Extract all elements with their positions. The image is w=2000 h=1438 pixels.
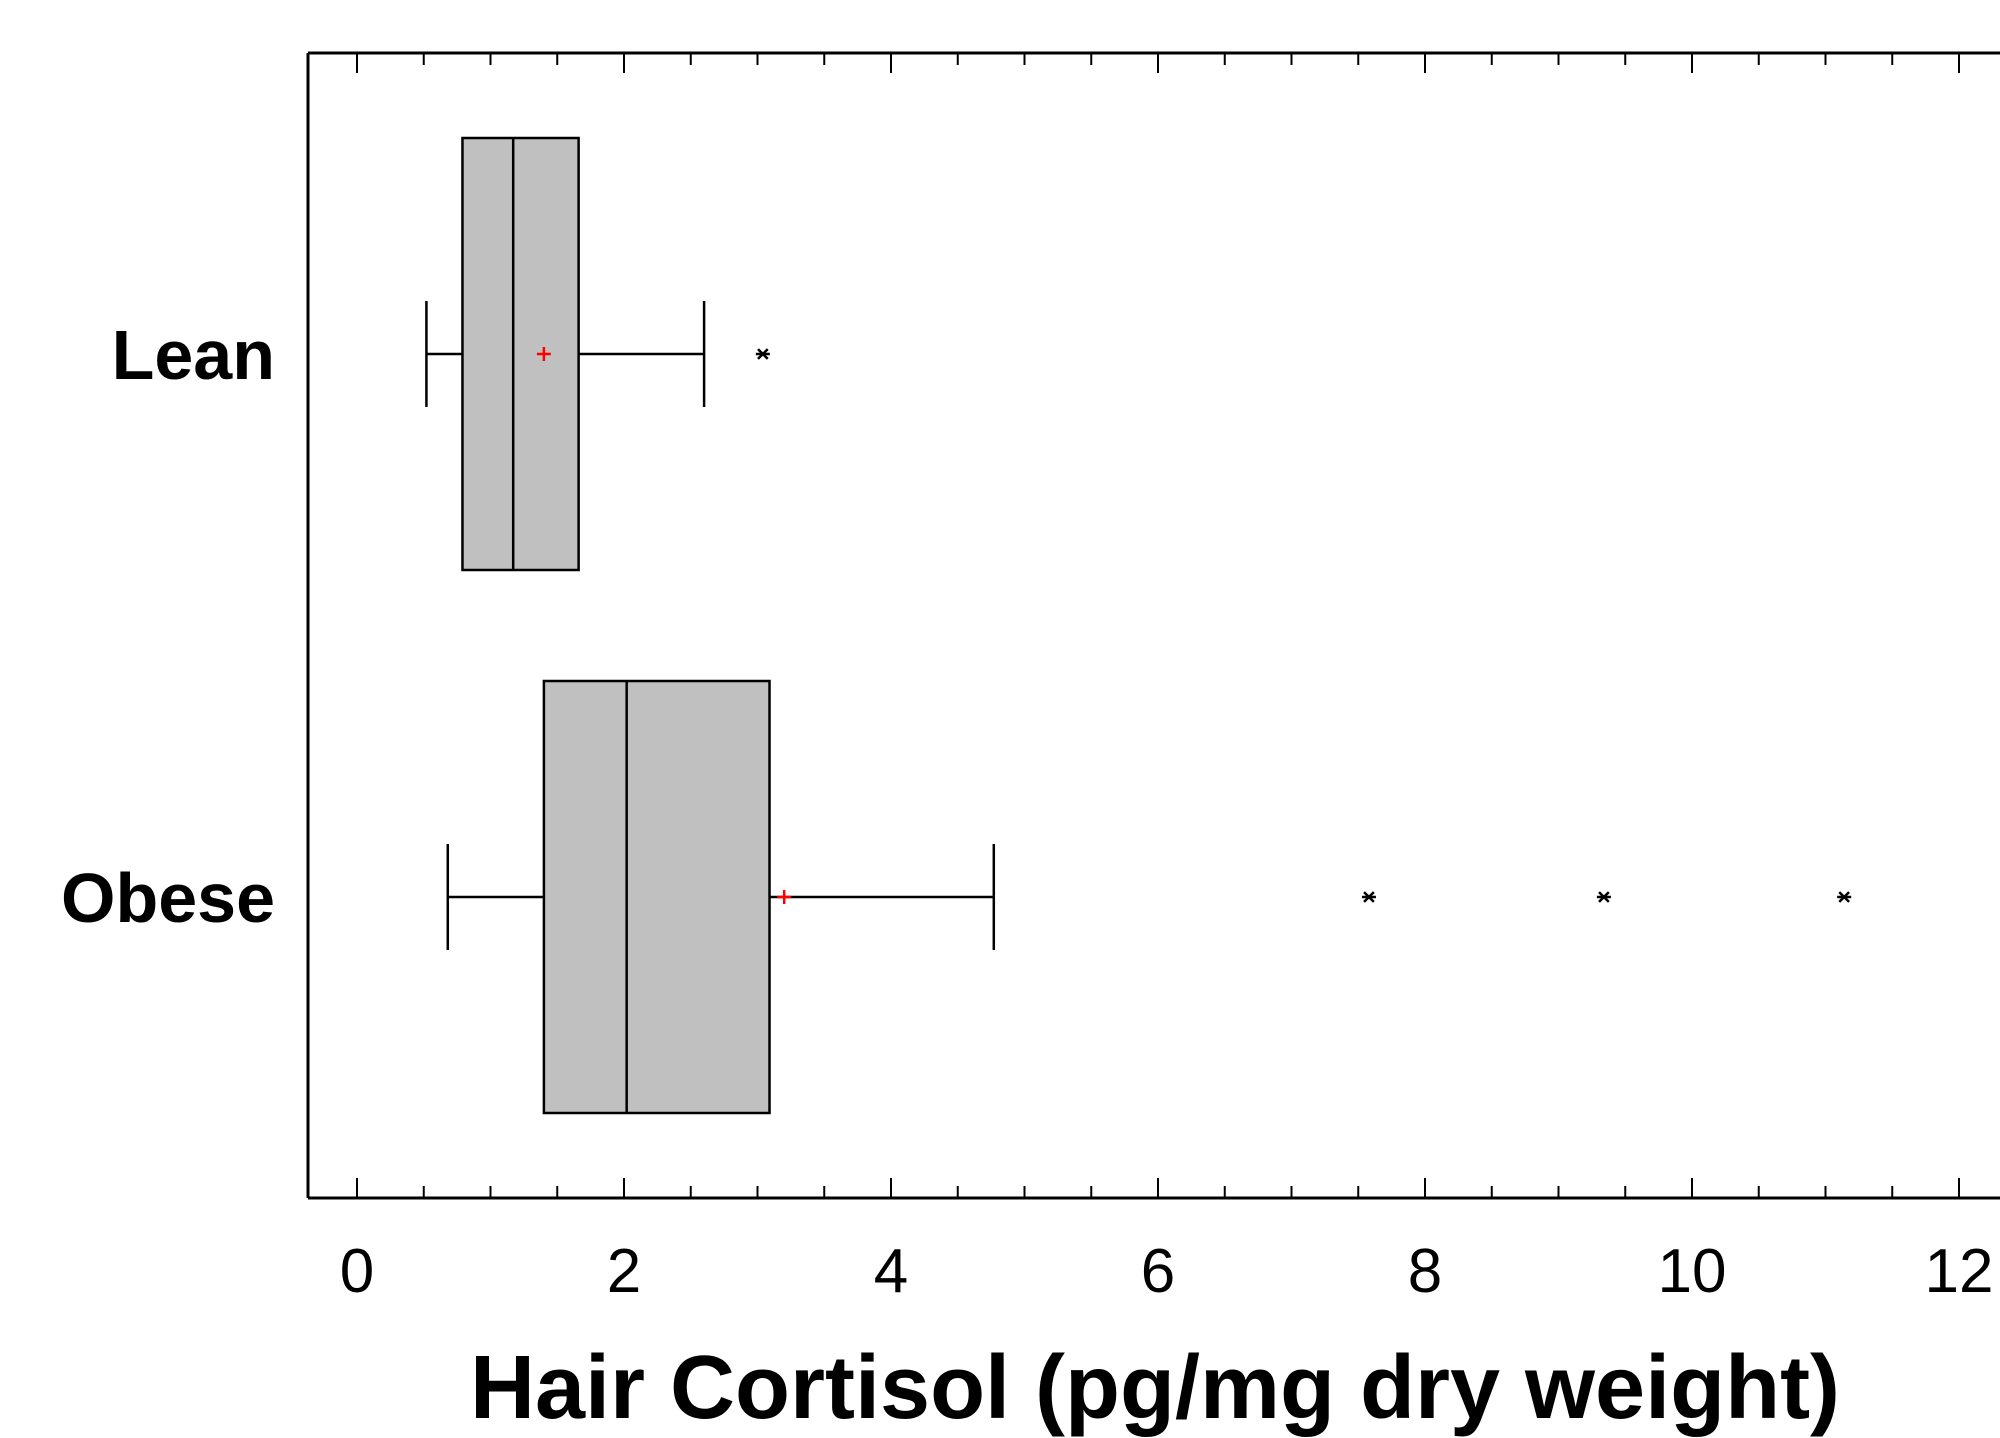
x-tick-label: 10 xyxy=(1658,1237,1727,1306)
box-group xyxy=(446,679,1852,1115)
interquartile-box xyxy=(461,136,580,572)
outlier-stroke xyxy=(1838,891,1850,903)
outlier-stroke xyxy=(1363,891,1375,903)
x-tick-label: 8 xyxy=(1408,1237,1442,1306)
x-tick-label: 0 xyxy=(340,1237,374,1306)
x-tick-label: 12 xyxy=(1925,1237,1994,1306)
x-tick-label: 6 xyxy=(1141,1237,1175,1306)
interquartile-box xyxy=(542,679,771,1115)
box-group xyxy=(425,136,770,572)
x-axis-tick-labels: 0 2 4 6 8 10 12 xyxy=(340,1237,1994,1306)
category-labels: Lean Obese xyxy=(61,316,275,937)
outlier-stroke xyxy=(1598,891,1610,903)
outlier-point xyxy=(1361,891,1376,903)
category-label: Lean xyxy=(112,316,275,394)
x-axis-title: Hair Cortisol (pg/mg dry weight) xyxy=(470,1338,1840,1438)
x-tick-label: 2 xyxy=(607,1237,641,1306)
outlier-point xyxy=(1837,891,1852,903)
plot-frame xyxy=(306,51,2000,1200)
category-label: Obese xyxy=(61,859,275,937)
box-series xyxy=(425,136,1852,1115)
x-axis-ticks xyxy=(356,53,1960,1198)
x-tick-label: 4 xyxy=(874,1237,908,1306)
outlier-stroke xyxy=(757,348,769,360)
outlier-point xyxy=(755,348,770,360)
outlier-point xyxy=(1596,891,1611,903)
